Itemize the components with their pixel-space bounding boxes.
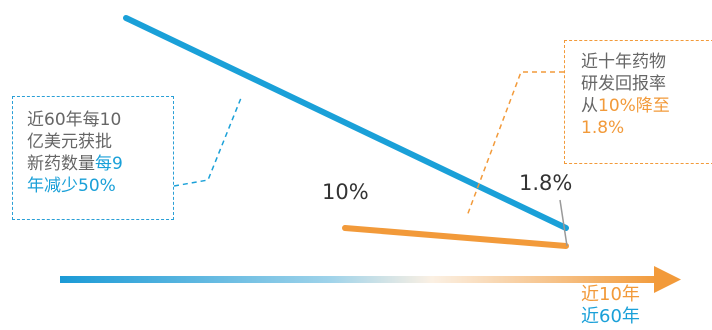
orange-trend-line <box>342 225 569 249</box>
right-callout: 近十年药物 研发回报率 从10%降至 1.8% <box>564 40 712 164</box>
left-callout-highlight-b: 年减少50% <box>27 176 116 196</box>
axis-label-60-years: 近60年 <box>581 306 640 327</box>
timeline-axis <box>60 276 660 283</box>
end-value-tick <box>559 199 568 247</box>
right-callout-line-3: 从10%降至 <box>581 95 708 117</box>
start-value-label: 10% <box>322 180 369 204</box>
right-callout-last: 1.8% <box>581 118 625 138</box>
left-callout-highlight-a: 每9 <box>95 154 123 174</box>
left-callout-line-2: 亿美元获批 <box>27 132 112 152</box>
right-callout-highlight: 10%降至 <box>598 96 670 116</box>
left-callout-line-3: 新药数量每9 <box>27 153 163 175</box>
right-callout-line-1: 近十年药物 <box>581 52 666 72</box>
left-callout: 近60年每10 亿美元获批 新药数量每9 年减少50% <box>12 96 174 220</box>
left-callout-pointer <box>173 97 242 187</box>
blue-trend-line <box>123 15 569 231</box>
right-callout-prefix: 从 <box>581 96 598 116</box>
left-callout-line-3-text: 新药数量 <box>27 154 95 174</box>
right-callout-line-2: 研发回报率 <box>581 74 666 94</box>
right-callout-pointer <box>466 71 564 217</box>
end-value-label: 1.8% <box>519 171 573 195</box>
timeline-arrowhead <box>654 266 681 293</box>
axis-label-10-years: 近10年 <box>581 284 640 305</box>
left-callout-line-1: 近60年每10 <box>27 110 122 130</box>
